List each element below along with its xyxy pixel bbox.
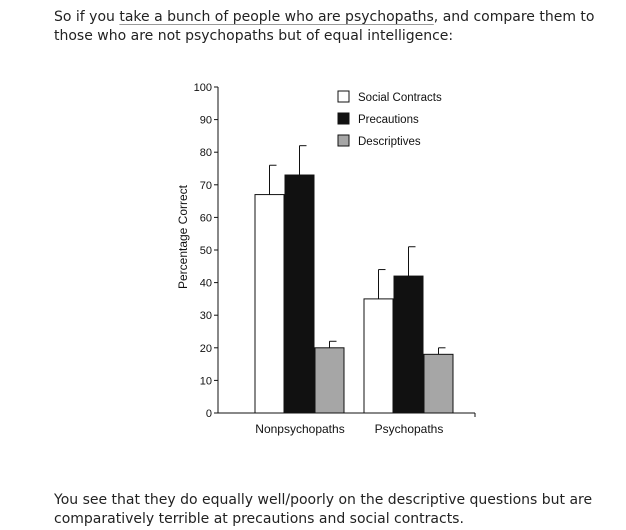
bar-precautions (284, 174, 315, 414)
bar-social-contracts (254, 194, 285, 414)
legend-swatch (337, 112, 350, 125)
bar-descriptives (423, 353, 454, 414)
y-tick-label: 90 (200, 115, 212, 127)
bar-social-contracts (363, 298, 394, 414)
intro-paragraph: So if you take a bunch of people who are… (54, 8, 614, 46)
legend-label: Descriptives (358, 136, 421, 148)
y-tick-label: 20 (200, 343, 212, 355)
y-tick-label: 10 (200, 375, 212, 387)
y-tick-label: 60 (200, 212, 212, 224)
psychopaths-link[interactable]: take a bunch of people who are psychopat… (119, 9, 434, 25)
y-tick-label: 100 (194, 82, 212, 94)
y-tick-label: 70 (200, 180, 212, 192)
y-tick-label: 0 (206, 408, 212, 420)
legend-swatch (337, 134, 350, 147)
bar-descriptives (314, 347, 345, 414)
y-axis-label: Percentage Correct (176, 184, 190, 289)
y-tick-label: 80 (200, 147, 212, 159)
x-category-label: Nonpsychopaths (255, 422, 344, 436)
intro-suffix: , and compare them to those who are not … (54, 9, 595, 44)
bar-chart: Percentage Correct 0 10 20 30 40 50 60 70 80 90 10… (176, 82, 476, 436)
intro-prefix: So if you (54, 9, 115, 25)
legend-label: Social Contracts (358, 92, 442, 104)
x-category-label: Psychopaths (375, 422, 444, 436)
y-tick-label: 50 (200, 245, 212, 257)
y-tick-label: 30 (200, 310, 212, 322)
legend-swatch (337, 90, 350, 103)
chart-legend: Social Contracts Precautions Descriptives (337, 90, 442, 148)
bar-precautions (393, 275, 424, 414)
y-tick-label: 40 (200, 278, 212, 290)
outro-paragraph: You see that they do equally well/poorly… (54, 492, 593, 527)
legend-label: Precautions (358, 114, 419, 126)
chart-bars (254, 145, 454, 414)
